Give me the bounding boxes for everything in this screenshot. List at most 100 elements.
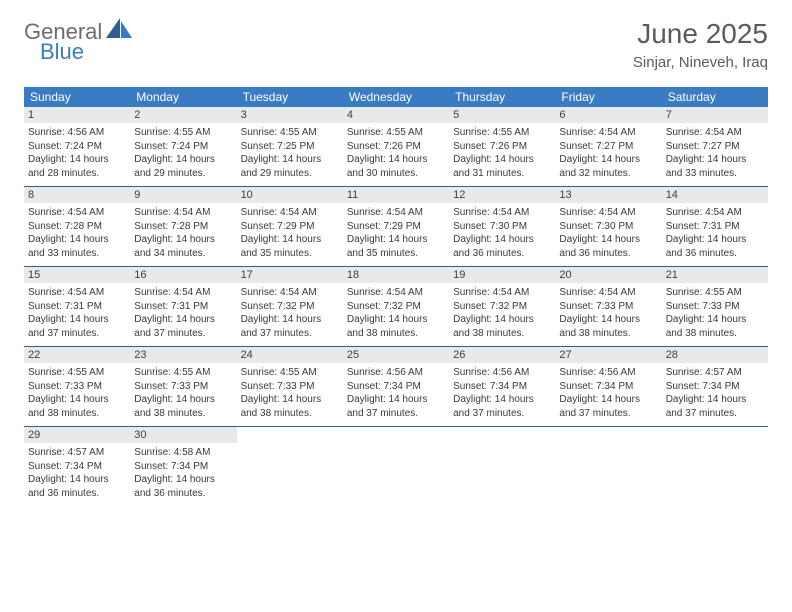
empty-cell (343, 427, 449, 506)
day-info: Sunrise: 4:58 AMSunset: 7:34 PMDaylight:… (134, 446, 232, 500)
sunrise-text: Sunrise: 4:54 AM (453, 206, 551, 220)
daylight-text: Daylight: 14 hours and 38 minutes. (559, 313, 657, 340)
sunset-text: Sunset: 7:25 PM (241, 140, 339, 154)
daylight-text: Daylight: 14 hours and 37 minutes. (241, 313, 339, 340)
sunrise-text: Sunrise: 4:54 AM (559, 206, 657, 220)
day-number: 15 (24, 267, 130, 283)
day-header: Sunday (24, 87, 130, 107)
day-cell: 11 Sunrise: 4:54 AMSunset: 7:29 PMDayligh… (343, 187, 449, 266)
daylight-text: Daylight: 14 hours and 30 minutes. (347, 153, 445, 180)
day-cell: 4Sunrise: 4:55 AMSunset: 7:26 PMDaylight… (343, 107, 449, 186)
empty-cell (449, 427, 555, 506)
daylight-text: Daylight: 14 hours and 35 minutes. (241, 233, 339, 260)
day-number: 24 (237, 347, 343, 363)
empty-cell (555, 427, 661, 506)
day-cell: 3 Sunrise: 4:55 AMSunset: 7:25 PMDaylight… (237, 107, 343, 186)
sunset-text: Sunset: 7:27 PM (559, 140, 657, 154)
daylight-text: Daylight: 14 hours and 37 minutes. (559, 393, 657, 420)
day-info: Sunrise: 4:55 AMSunset: 7:33 PMDaylight:… (134, 366, 232, 420)
week-row: 8Sunrise: 4:54 AMSunset: 7:28 PMDaylight… (24, 187, 768, 267)
day-info: Sunrise: 4:57 AMSunset: 7:34 PMDaylight:… (28, 446, 126, 500)
day-info: Sunrise: 4:55 AMSunset: 7:25 PMDaylight:… (241, 126, 339, 180)
day-number: 27 (555, 347, 661, 363)
sunset-text: Sunset: 7:24 PM (134, 140, 232, 154)
day-info: Sunrise: 4:54 AMSunset: 7:31 PMDaylight:… (134, 286, 232, 340)
week-row: 29Sunrise: 4:57 AMSunset: 7:34 PMDayligh… (24, 427, 768, 506)
sunrise-text: Sunrise: 4:55 AM (28, 366, 126, 380)
day-info: Sunrise: 4:56 AMSunset: 7:34 PMDaylight:… (559, 366, 657, 420)
daylight-text: Daylight: 14 hours and 38 minutes. (666, 313, 764, 340)
sunset-text: Sunset: 7:34 PM (559, 380, 657, 394)
sunrise-text: Sunrise: 4:54 AM (453, 286, 551, 300)
day-number: 21 (662, 267, 768, 283)
day-number: 6 (555, 107, 661, 123)
day-cell: 27 Sunrise: 4:56 AMSunset: 7:34 PMDayligh… (555, 347, 661, 426)
day-info: Sunrise: 4:55 AMSunset: 7:33 PMDaylight:… (241, 366, 339, 420)
sunrise-text: Sunrise: 4:55 AM (347, 126, 445, 140)
day-cell: 9Sunrise: 4:54 AMSunset: 7:28 PMDaylight… (130, 187, 236, 266)
daylight-text: Daylight: 14 hours and 36 minutes. (666, 233, 764, 260)
daylight-text: Daylight: 14 hours and 37 minutes. (453, 393, 551, 420)
sunset-text: Sunset: 7:32 PM (241, 300, 339, 314)
sunrise-text: Sunrise: 4:55 AM (241, 366, 339, 380)
day-number: 20 (555, 267, 661, 283)
day-info: Sunrise: 4:56 AMSunset: 7:24 PMDaylight:… (28, 126, 126, 180)
day-number: 22 (24, 347, 130, 363)
day-cell: 8Sunrise: 4:54 AMSunset: 7:28 PMDaylight… (24, 187, 130, 266)
day-number: 25 (343, 347, 449, 363)
day-cell: 24 Sunrise: 4:55 AMSunset: 7:33 PMDayligh… (237, 347, 343, 426)
sunrise-text: Sunrise: 4:54 AM (666, 126, 764, 140)
day-info: Sunrise: 4:54 AMSunset: 7:32 PMDaylight:… (241, 286, 339, 340)
day-info: Sunrise: 4:54 AMSunset: 7:32 PMDaylight:… (347, 286, 445, 340)
empty-cell (662, 427, 768, 506)
sunrise-text: Sunrise: 4:56 AM (28, 126, 126, 140)
sunset-text: Sunset: 7:33 PM (666, 300, 764, 314)
sunset-text: Sunset: 7:28 PM (134, 220, 232, 234)
day-info: Sunrise: 4:54 AMSunset: 7:29 PMDaylight:… (347, 206, 445, 260)
sunrise-text: Sunrise: 4:56 AM (347, 366, 445, 380)
day-info: Sunrise: 4:54 AMSunset: 7:33 PMDaylight:… (559, 286, 657, 340)
sunrise-text: Sunrise: 4:56 AM (453, 366, 551, 380)
daylight-text: Daylight: 14 hours and 36 minutes. (559, 233, 657, 260)
day-number: 26 (449, 347, 555, 363)
sunset-text: Sunset: 7:26 PM (453, 140, 551, 154)
sunrise-text: Sunrise: 4:55 AM (134, 126, 232, 140)
day-number: 16 (130, 267, 236, 283)
day-number: 3 (237, 107, 343, 123)
day-info: Sunrise: 4:54 AMSunset: 7:29 PMDaylight:… (241, 206, 339, 260)
day-number: 1 (24, 107, 130, 123)
day-number: 2 (130, 107, 236, 123)
sunset-text: Sunset: 7:28 PM (28, 220, 126, 234)
daylight-text: Daylight: 14 hours and 33 minutes. (28, 233, 126, 260)
day-cell: 30 Sunrise: 4:58 AMSunset: 7:34 PMDayligh… (130, 427, 236, 506)
day-number: 10 (237, 187, 343, 203)
daylight-text: Daylight: 14 hours and 37 minutes. (666, 393, 764, 420)
daylight-text: Daylight: 14 hours and 29 minutes. (241, 153, 339, 180)
daylight-text: Daylight: 14 hours and 28 minutes. (28, 153, 126, 180)
day-info: Sunrise: 4:55 AMSunset: 7:26 PMDaylight:… (347, 126, 445, 180)
day-cell: 10 Sunrise: 4:54 AMSunset: 7:29 PMDayligh… (237, 187, 343, 266)
daylight-text: Daylight: 14 hours and 31 minutes. (453, 153, 551, 180)
day-number: 11 (343, 187, 449, 203)
daylight-text: Daylight: 14 hours and 37 minutes. (134, 313, 232, 340)
sunset-text: Sunset: 7:34 PM (134, 460, 232, 474)
sunrise-text: Sunrise: 4:54 AM (559, 286, 657, 300)
day-cell: 2 Sunrise: 4:55 AMSunset: 7:24 PMDaylight… (130, 107, 236, 186)
day-number: 18 (343, 267, 449, 283)
day-cell: 7Sunrise: 4:54 AMSunset: 7:27 PMDaylight… (662, 107, 768, 186)
daylight-text: Daylight: 14 hours and 36 minutes. (28, 473, 126, 500)
daylight-text: Daylight: 14 hours and 37 minutes. (28, 313, 126, 340)
day-cell: 12Sunrise: 4:54 AMSunset: 7:30 PMDayligh… (449, 187, 555, 266)
day-info: Sunrise: 4:55 AMSunset: 7:33 PMDaylight:… (666, 286, 764, 340)
sunset-text: Sunset: 7:29 PM (241, 220, 339, 234)
empty-cell (237, 427, 343, 506)
day-number: 5 (449, 107, 555, 123)
day-info: Sunrise: 4:55 AMSunset: 7:24 PMDaylight:… (134, 126, 232, 180)
day-number: 30 (130, 427, 236, 443)
sunrise-text: Sunrise: 4:54 AM (28, 206, 126, 220)
weeks-container: 1Sunrise: 4:56 AMSunset: 7:24 PMDaylight… (24, 107, 768, 506)
day-cell: 19Sunrise: 4:54 AMSunset: 7:32 PMDayligh… (449, 267, 555, 346)
sunrise-text: Sunrise: 4:54 AM (134, 206, 232, 220)
week-row: 22Sunrise: 4:55 AMSunset: 7:33 PMDayligh… (24, 347, 768, 427)
header: General Blue June 2025 Sinjar, Nineveh, … (0, 0, 792, 77)
